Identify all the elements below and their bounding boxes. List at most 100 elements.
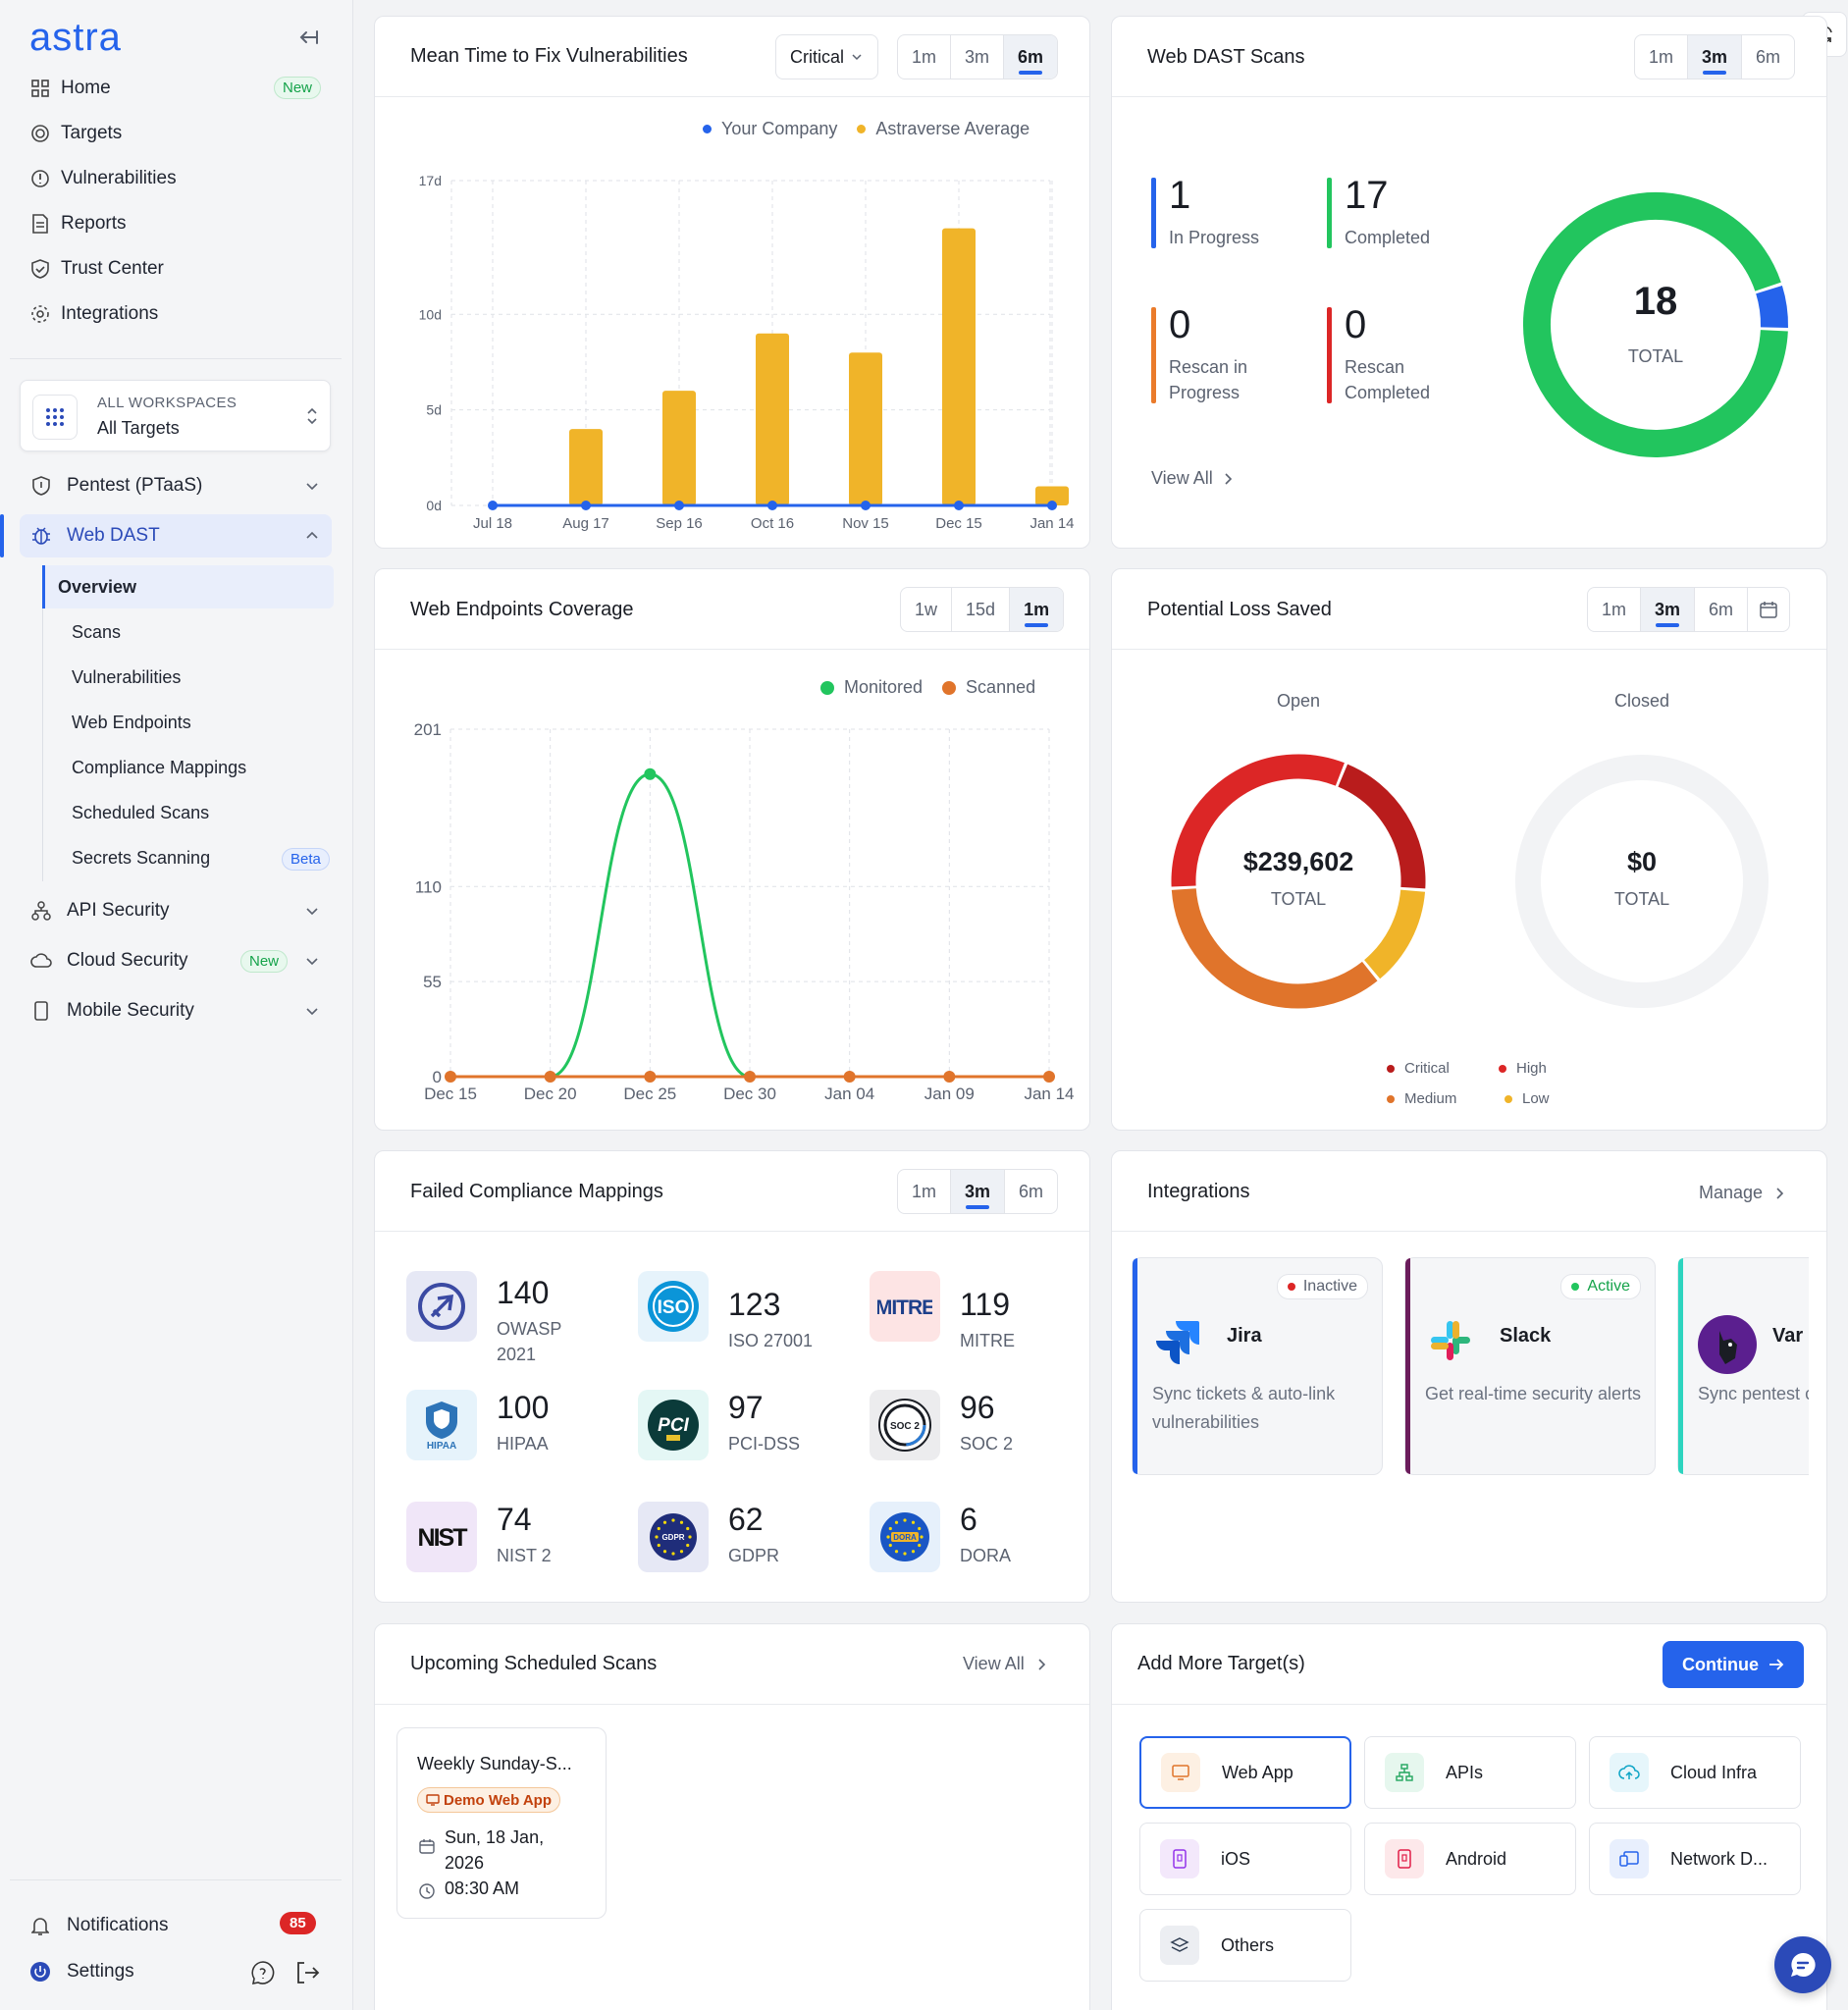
- astra-logo[interactable]: astra: [29, 16, 122, 59]
- range-3m[interactable]: 3m: [951, 1170, 1006, 1213]
- group-web-dast[interactable]: Web DAST: [20, 514, 332, 557]
- legend-dot: [703, 125, 712, 133]
- donut-slice: [1171, 887, 1378, 1009]
- data-point: [674, 501, 684, 510]
- add-targets-title: Add More Target(s): [1137, 1653, 1305, 1674]
- target-others[interactable]: Others: [1139, 1909, 1351, 1982]
- range-3m[interactable]: 3m: [1641, 588, 1696, 631]
- target-android[interactable]: Android: [1364, 1823, 1576, 1895]
- range-15d[interactable]: 15d: [952, 588, 1011, 631]
- integration-slack[interactable]: Active Slack Get real-time security aler…: [1404, 1257, 1656, 1475]
- group-api-security[interactable]: API Security: [20, 889, 332, 932]
- range-1m[interactable]: 1m: [1588, 588, 1642, 631]
- sub-web-endpoints[interactable]: Web Endpoints: [72, 712, 191, 732]
- nav-home[interactable]: Home: [29, 69, 111, 108]
- dast-donut-chart: [1523, 192, 1788, 457]
- chat-widget-button[interactable]: [1774, 1936, 1831, 1993]
- chevron-right-icon: [1036, 1658, 1046, 1671]
- scheduled-scan-card[interactable]: Weekly Sunday-S... Demo Web App Sun, 18 …: [396, 1727, 607, 1919]
- compliance-pci[interactable]: PCI 97 PCI-DSS: [638, 1390, 864, 1478]
- sub-scheduled-scans[interactable]: Scheduled Scans: [72, 802, 210, 822]
- notifications-item[interactable]: Notifications: [29, 1908, 169, 1943]
- continue-label: Continue: [1682, 1654, 1759, 1674]
- nav-vulnerabilities[interactable]: Vulnerabilities: [29, 159, 177, 198]
- range-6m[interactable]: 6m: [1004, 35, 1058, 79]
- star-dot: [894, 1520, 899, 1524]
- nav-integrations[interactable]: Integrations: [29, 294, 158, 334]
- range-6m[interactable]: 6m: [1019, 1181, 1044, 1201]
- collapse-sidebar-icon[interactable]: [294, 24, 322, 51]
- status-pill: Inactive: [1276, 1274, 1368, 1299]
- dast-header: Web DAST Scans: [1112, 17, 1826, 97]
- support-chat-icon[interactable]: [250, 1960, 276, 1985]
- calendar-icon: [1760, 601, 1777, 618]
- integration-jira[interactable]: Inactive Jira Sync tickets & auto-link v…: [1132, 1257, 1383, 1475]
- star-dot: [688, 1535, 692, 1539]
- sub-secrets-scanning[interactable]: Secrets Scanning: [72, 847, 211, 868]
- legend-dot: [942, 680, 957, 695]
- range-6m[interactable]: 6m: [1695, 588, 1749, 631]
- nav-targets[interactable]: Targets: [29, 114, 122, 153]
- home-grid-icon: [29, 78, 51, 99]
- settings-item[interactable]: Settings: [29, 1954, 134, 1989]
- range-1m[interactable]: 1m: [1010, 588, 1064, 631]
- range-3m[interactable]: 3m: [951, 35, 1005, 79]
- logout-icon[interactable]: [294, 1960, 320, 1985]
- range-3m[interactable]: 3m: [1688, 35, 1743, 79]
- scheduled-view-all-link[interactable]: View All: [963, 1654, 1046, 1674]
- compliance-mitre[interactable]: MITRE 119 MITRE: [870, 1271, 1089, 1359]
- y-tick-label: 5d: [426, 402, 442, 418]
- dast-view-all-link[interactable]: View All: [1151, 468, 1233, 489]
- compliance-hipaa[interactable]: HIPAA 100 HIPAA: [406, 1390, 632, 1478]
- x-tick-label: Dec 25: [623, 1084, 676, 1103]
- nav-home-label: Home: [61, 78, 111, 98]
- shield-check-icon: [29, 258, 51, 280]
- compliance-gdpr[interactable]: GDPR 62 GDPR: [638, 1502, 864, 1590]
- compliance-iso[interactable]: ISO 123 ISO 27001: [638, 1271, 864, 1359]
- group-mobile-security[interactable]: Mobile Security: [20, 989, 332, 1032]
- integration-vanta[interactable]: Var Sync pentest compliance: [1677, 1257, 1809, 1475]
- sub-compliance-mappings[interactable]: Compliance Mappings: [72, 757, 247, 777]
- star-dot: [888, 1526, 892, 1531]
- compliance-dora[interactable]: DORA 6 DORA: [870, 1502, 1089, 1590]
- scanned-point: [544, 1071, 556, 1083]
- range-1w[interactable]: 1w: [901, 588, 953, 631]
- sub-vulnerabilities[interactable]: Vulnerabilities: [72, 666, 182, 687]
- x-tick-label: Jan 14: [1024, 1084, 1074, 1103]
- nav-trust-center[interactable]: Trust Center: [29, 249, 164, 289]
- loss-closed-total: $0: [1626, 847, 1658, 876]
- sub-scans[interactable]: Scans: [72, 621, 122, 642]
- loss-closed-donut-chart: [1515, 755, 1769, 1008]
- target-network-devices[interactable]: Network D...: [1589, 1823, 1801, 1895]
- range-6m[interactable]: 6m: [1756, 46, 1781, 67]
- nav-reports[interactable]: Reports: [29, 204, 127, 243]
- target-apis[interactable]: APIs: [1364, 1736, 1576, 1809]
- scanned-point: [744, 1071, 756, 1083]
- mitre-icon: MITRE: [870, 1271, 940, 1342]
- target-ios[interactable]: iOS: [1139, 1823, 1351, 1895]
- range-1m[interactable]: 1m: [898, 35, 952, 79]
- group-cloud-security[interactable]: Cloud Security: [20, 939, 332, 982]
- bar: [1035, 486, 1069, 505]
- target-web-app[interactable]: Web App: [1139, 1736, 1351, 1809]
- range-1m[interactable]: 1m: [1635, 35, 1689, 79]
- sub-overview[interactable]: Overview: [42, 565, 334, 608]
- range-1m[interactable]: 1m: [898, 1170, 952, 1213]
- logo-text: NIST: [418, 1524, 468, 1552]
- compliance-count: 6: [960, 1502, 977, 1537]
- target-cloud-infra[interactable]: Cloud Infra: [1589, 1736, 1801, 1809]
- target-label: iOS: [1221, 1848, 1251, 1869]
- severity-dropdown[interactable]: Critical: [775, 34, 879, 79]
- compliance-owasp[interactable]: 140 OWASP 2021: [406, 1271, 632, 1364]
- calendar-button[interactable]: [1748, 588, 1789, 631]
- x-tick-label: Jul 18: [473, 515, 512, 532]
- active-indicator: [0, 514, 4, 557]
- workspace-selector[interactable]: ALL WORKSPACES All Targets: [20, 380, 331, 451]
- status-dot: [1287, 1283, 1295, 1291]
- stat-label: In Progress: [1169, 228, 1260, 247]
- group-pentest[interactable]: Pentest (PTaaS): [20, 464, 332, 507]
- compliance-soc2[interactable]: SOC 2 96 SOC 2: [870, 1390, 1089, 1478]
- compliance-nist[interactable]: NIST 74 NIST 2: [406, 1502, 632, 1590]
- manage-link[interactable]: Manage: [1699, 1183, 1784, 1203]
- continue-button[interactable]: Continue: [1663, 1641, 1804, 1688]
